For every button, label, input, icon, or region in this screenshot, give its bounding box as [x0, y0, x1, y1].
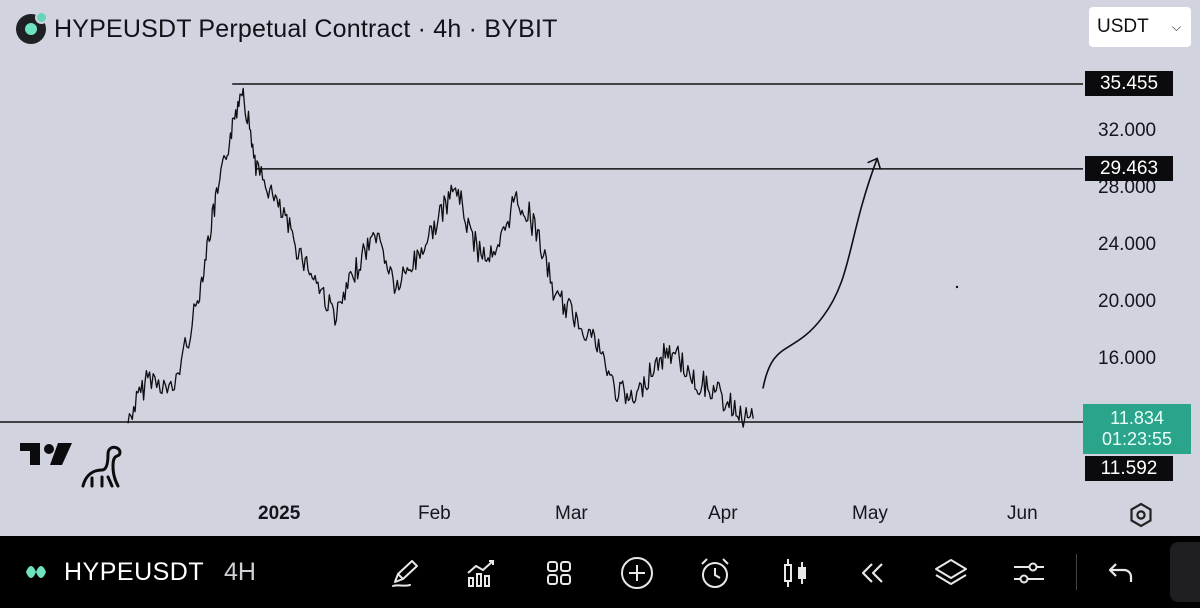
drawing-tools-button[interactable] [386, 554, 424, 592]
replay-button[interactable] [854, 554, 892, 592]
pen-icon [392, 560, 418, 587]
currency-select[interactable]: USDT ⌵ [1089, 7, 1191, 47]
price-tick: 24.000 [1098, 234, 1157, 255]
symbol-search-button[interactable]: HYPEUSDT [64, 558, 205, 586]
chart-properties-button[interactable] [1010, 554, 1048, 592]
add-button[interactable] [618, 554, 656, 592]
resistance-level-tag: 29.463 [1085, 156, 1173, 181]
rewind-icon [861, 563, 883, 583]
chart-type-button[interactable] [776, 554, 814, 592]
alarm-clock-icon [701, 558, 729, 588]
alerts-button[interactable] [696, 554, 734, 592]
price-tick: 20.000 [1098, 291, 1157, 312]
sliders-icon [1014, 562, 1044, 584]
grid-icon [547, 561, 571, 585]
hype-coin-icon [26, 566, 46, 578]
chart-title: HYPEUSDT Perpetual Contract · 4h · BYBIT [54, 14, 558, 43]
price-series-line [127, 87, 754, 428]
hype-coin-icon [16, 11, 48, 44]
time-tick: Mar [555, 503, 588, 524]
interval-button[interactable]: 4H [224, 558, 256, 586]
chart-settings-icon[interactable] [1128, 502, 1154, 528]
toolbar-divider [1076, 554, 1077, 590]
dinosaur-icon[interactable] [80, 444, 124, 490]
layers-icon [935, 559, 967, 585]
price-tick: 28.000 [1098, 177, 1157, 198]
object-tree-button[interactable] [932, 554, 970, 592]
time-tick: 2025 [258, 503, 301, 524]
price-tick: 32.000 [1098, 120, 1157, 141]
indicators-icon [467, 560, 494, 587]
undo-icon [1108, 563, 1133, 582]
chart-area[interactable]: HYPEUSDT Perpetual Contract · 4h · BYBIT… [0, 0, 1200, 536]
current-price-tag: 11.834 01:23:55 [1083, 404, 1191, 454]
more-tools-button[interactable] [1170, 542, 1200, 602]
chart-header: HYPEUSDT Perpetual Contract · 4h · BYBIT [16, 11, 558, 46]
annotation-dot [955, 285, 959, 289]
candlestick-icon [784, 559, 806, 587]
support-level-tag: 11.592 [1085, 456, 1173, 481]
layouts-button[interactable] [540, 554, 578, 592]
currency-value: USDT [1097, 16, 1149, 37]
time-tick: May [852, 503, 888, 524]
high-level-tag: 35.455 [1085, 71, 1173, 96]
time-tick: Feb [418, 503, 451, 524]
plus-circle-icon [621, 557, 653, 589]
price-chart[interactable] [0, 0, 1200, 536]
chevron-down-icon: ⌵ [1171, 20, 1181, 34]
undo-button[interactable] [1102, 554, 1140, 592]
projection-arrow-line [762, 157, 878, 389]
indicators-button[interactable] [462, 554, 500, 592]
time-tick: Apr [708, 503, 738, 524]
bottom-toolbar: HYPEUSDT 4H [0, 536, 1200, 608]
tradingview-logo-icon[interactable] [18, 440, 74, 470]
bar-countdown: 01:23:55 [1101, 429, 1173, 449]
time-tick: Jun [1007, 503, 1038, 524]
price-tick: 16.000 [1098, 348, 1157, 369]
current-price: 11.834 [1110, 408, 1164, 428]
projection-arrow-head [867, 157, 881, 170]
